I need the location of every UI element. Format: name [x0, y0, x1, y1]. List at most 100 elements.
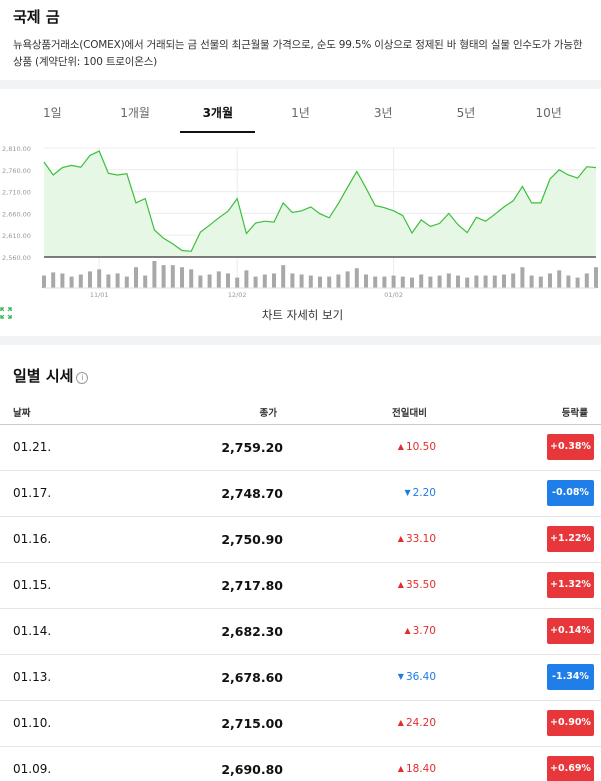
column-header-change: 전일대비 — [290, 401, 440, 425]
row-rate: -1.34% — [440, 654, 601, 701]
up-arrow-icon: ▲ — [397, 580, 404, 589]
volume-bar — [308, 275, 313, 288]
row-close: 2,759.20 — [140, 424, 290, 471]
tab-period[interactable]: 5년 — [456, 106, 476, 120]
row-change-value: 18.40 — [405, 763, 436, 775]
row-rate: +1.22% — [440, 516, 601, 563]
row-close: 2,717.80 — [140, 562, 290, 609]
row-rate: +0.69% — [440, 746, 601, 781]
volume-bar — [327, 276, 332, 288]
y-tick-label: 2,810.00 — [2, 145, 31, 153]
row-change-value: 33.10 — [405, 533, 436, 545]
rate-badge: +0.69% — [547, 756, 594, 781]
volume-bar — [465, 277, 470, 288]
row-change-value: 35.50 — [405, 579, 436, 591]
chart-detail-link[interactable]: 차트 자세히 보기 — [0, 307, 601, 323]
column-header-rate: 등락률 — [440, 401, 601, 425]
tab-period[interactable]: 1일 — [43, 106, 62, 120]
page-title: 국제 금 — [13, 8, 60, 26]
y-tick-label: 2,660.00 — [2, 210, 31, 218]
volume-bar — [226, 273, 230, 288]
volume-bar — [492, 275, 497, 288]
info-icon[interactable]: i — [76, 372, 89, 384]
daily-price-header: 일별 시세 i — [0, 345, 601, 401]
volume-bar — [557, 270, 562, 288]
row-rate: +0.90% — [440, 700, 601, 747]
volume-bar — [584, 273, 589, 288]
column-header-date: 날짜 — [0, 401, 140, 425]
volume-bar — [511, 273, 516, 288]
table-header-row: 날짜 종가 전일대비 등락률 — [0, 401, 601, 425]
volume-bar — [391, 275, 396, 288]
row-change: ▲ 35.50 — [290, 562, 440, 609]
volume-bar — [189, 269, 194, 288]
table-row: 01.15. 2,717.80 ▲ 35.50 +1.32% — [0, 562, 601, 609]
volume-bar — [198, 275, 203, 288]
volume-bar — [529, 275, 534, 288]
row-change: ▲ 18.40 — [290, 746, 440, 781]
table-row: 01.13. 2,678.60 ▼ 36.40 -1.34% — [0, 654, 601, 701]
tab-period[interactable]: 3년 — [373, 106, 393, 120]
tab-period[interactable]: 1년 — [291, 106, 310, 120]
up-arrow-icon: ▲ — [397, 442, 404, 451]
row-rate: +0.38% — [440, 424, 601, 471]
volume-bar — [281, 265, 286, 288]
rate-badge: +1.22% — [547, 526, 594, 552]
volume-bar — [382, 276, 387, 288]
down-arrow-icon: ▼ — [397, 672, 404, 681]
up-arrow-icon: ▲ — [397, 764, 404, 773]
row-change-value: 2.20 — [412, 487, 436, 499]
price-line — [43, 150, 597, 252]
volume-bar — [106, 274, 111, 288]
volume-bar — [253, 276, 258, 288]
row-change: ▲ 10.50 — [290, 424, 440, 471]
row-date: 01.10. — [0, 700, 140, 747]
rate-badge: -1.34% — [547, 664, 594, 690]
daily-price-title: 일별 시세 — [13, 367, 74, 385]
y-tick-label: 2,760.00 — [2, 167, 31, 175]
tab-period[interactable]: 1개월 — [120, 106, 150, 120]
row-change-value: 36.40 — [405, 671, 436, 683]
volume-bar — [152, 261, 157, 288]
volume-bar — [216, 271, 221, 288]
table-row: 01.17. 2,748.70 ▼ 2.20 -0.08% — [0, 470, 601, 517]
rate-badge: -0.08% — [547, 480, 594, 506]
y-tick-label: 2,560.00 — [2, 254, 31, 262]
y-tick-label: 2,710.00 — [2, 189, 31, 197]
period-tabs: 1일 1개월 3개월 1년 3년 5년 10년 — [0, 89, 601, 133]
volume-bar — [161, 265, 166, 288]
row-date: 01.14. — [0, 608, 140, 655]
rate-badge: +0.38% — [547, 434, 594, 460]
header: 국제 금 뉴욕상품거래소(COMEX)에서 거래되는 금 선물의 최근월물 가격… — [0, 0, 601, 80]
column-header-close: 종가 — [140, 401, 290, 425]
row-close: 2,748.70 — [140, 470, 290, 517]
volume-bar — [354, 268, 359, 288]
volume-bar — [437, 275, 442, 288]
table-row: 01.09. 2,690.80 ▲ 18.40 +0.69% — [0, 746, 601, 781]
volume-bar — [235, 277, 240, 288]
volume-bar — [42, 275, 46, 288]
rate-badge: +0.90% — [547, 710, 594, 736]
volume-bar — [318, 276, 322, 288]
volume-bar — [538, 276, 543, 288]
volume-bar — [474, 275, 479, 288]
tab-period[interactable]: 3개월 — [176, 89, 259, 133]
row-date: 01.13. — [0, 654, 140, 701]
row-change: ▼ 2.20 — [290, 470, 440, 517]
x-tick-label: 01/02 — [384, 291, 403, 299]
row-change: ▲ 3.70 — [290, 608, 440, 655]
volume-bar — [400, 276, 405, 288]
volume-bar — [88, 271, 92, 288]
rate-badge: +1.32% — [547, 572, 594, 598]
volume-bar — [78, 274, 83, 288]
rate-badge: +0.14% — [547, 618, 594, 644]
row-change-value: 24.20 — [405, 717, 436, 729]
volume-bar — [364, 274, 368, 288]
volume-bar — [180, 267, 184, 288]
volume-bar — [483, 275, 488, 288]
table-row: 01.21. 2,759.20 ▲ 10.50 +0.38% — [0, 424, 601, 471]
page-description: 뉴욕상품거래소(COMEX)에서 거래되는 금 선물의 최근월물 가격으로, 순… — [13, 39, 583, 68]
tab-period[interactable]: 10년 — [535, 106, 562, 120]
row-close: 2,682.30 — [140, 608, 290, 655]
x-tick-label: 12/02 — [228, 291, 247, 299]
